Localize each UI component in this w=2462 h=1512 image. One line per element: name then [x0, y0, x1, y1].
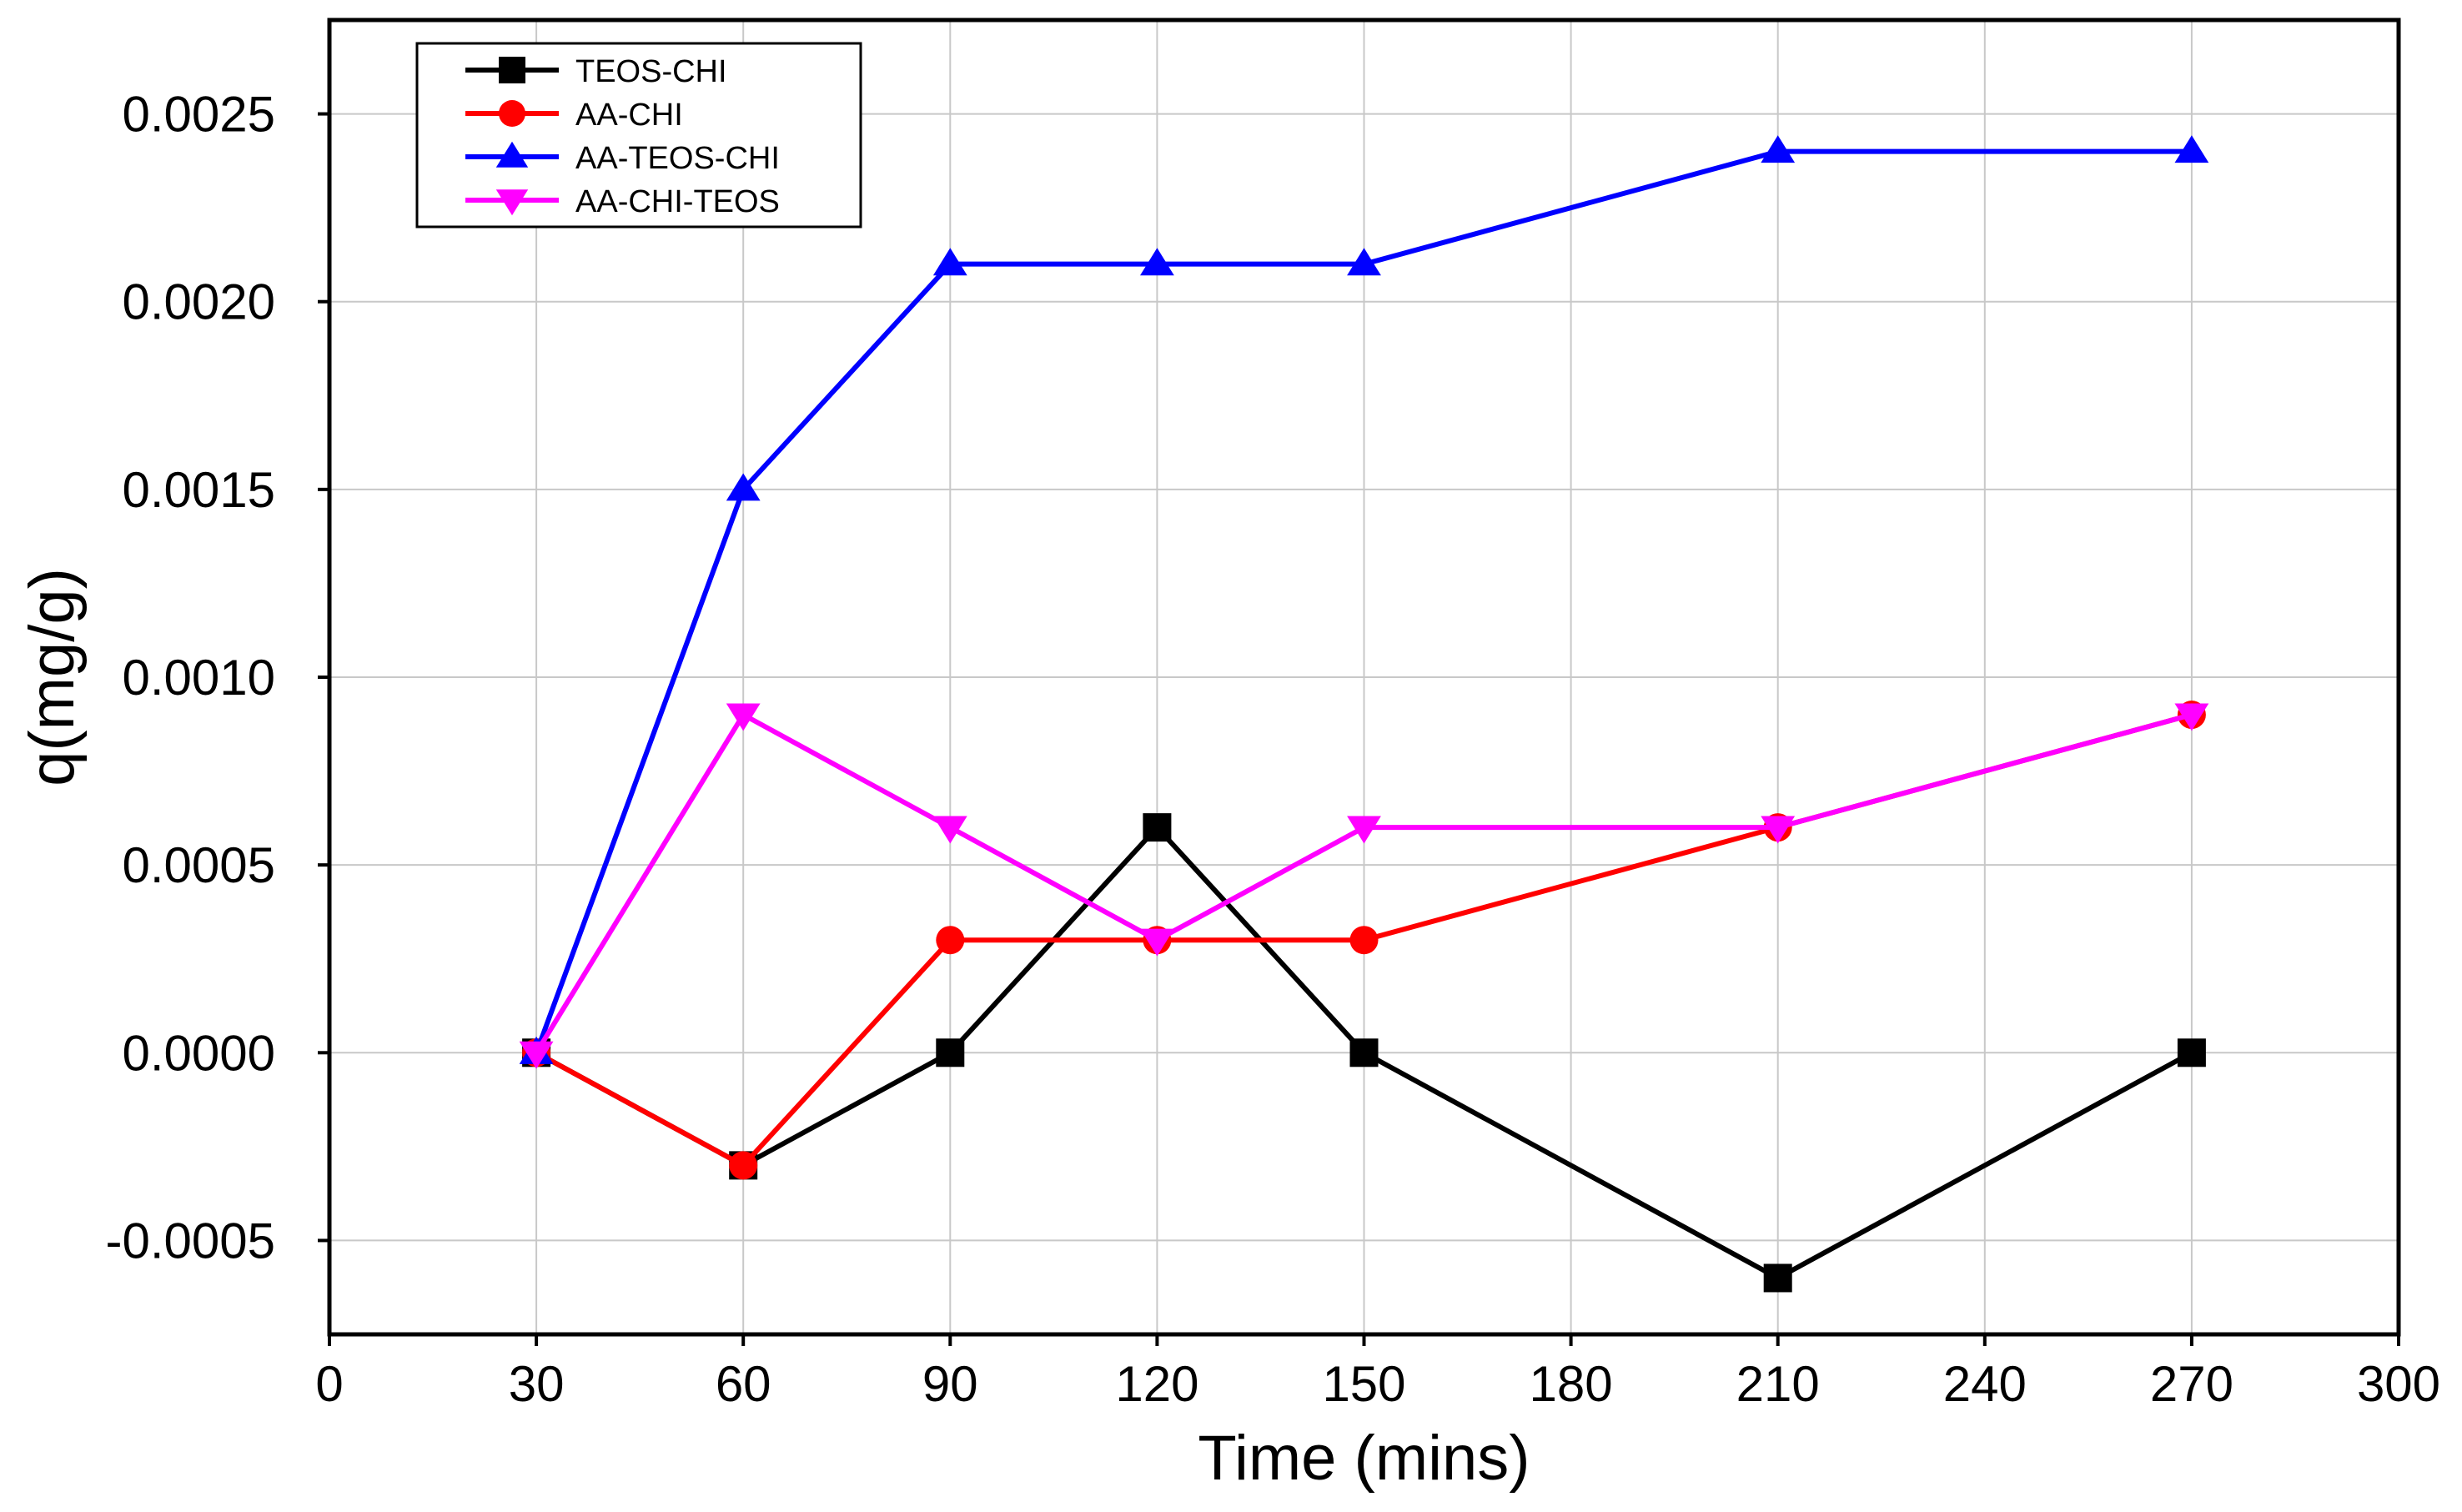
legend-label: TEOS-CHI [575, 54, 727, 89]
data-point-teos-chi [1763, 1263, 1792, 1293]
legend-item-teos-chi: TEOS-CHI [465, 54, 727, 89]
series-group [519, 135, 2209, 1293]
data-point-teos-chi [1143, 813, 1172, 842]
data-point-aa-chi-teos [519, 1041, 554, 1069]
legend-marker [495, 141, 529, 168]
grid [329, 20, 2399, 1334]
legend-item-aa-chi-teos: AA-CHI-TEOS [465, 184, 780, 219]
x-tick-label: 300 [2357, 1356, 2440, 1412]
y-tick-label: 0.0025 [122, 87, 275, 143]
x-tick-label: 120 [1115, 1356, 1198, 1412]
data-point-aa-chi-teos [932, 816, 967, 844]
y-axis-title: q(mg/g) [17, 568, 88, 786]
x-tick-label: 30 [509, 1356, 565, 1412]
legend-marker [495, 189, 529, 216]
legend-box [415, 42, 862, 229]
axes: 0 30 60 90 120 150 180 210 240 270 300 -0.0005 0.000… [106, 87, 2441, 1412]
x-tick-label: 240 [1943, 1356, 2027, 1412]
data-point-aa-chi [1349, 926, 1379, 955]
y-tick-label: 0.0000 [122, 1025, 275, 1081]
data-point-teos-chi [936, 1038, 965, 1067]
data-point-aa-chi-teos [1140, 928, 1174, 957]
x-tick-label: 60 [716, 1356, 771, 1412]
x-tick-label: 180 [1530, 1356, 1613, 1412]
data-point-aa-chi-teos [1347, 816, 1381, 844]
legend-marker [499, 100, 525, 127]
series-aa-teos-chi [519, 135, 2209, 1064]
data-point-aa-teos-chi [1140, 248, 1174, 276]
x-tick-label: 0 [315, 1356, 343, 1412]
data-point-teos-chi [1349, 1038, 1379, 1067]
x-axis-title: Time (mins) [1198, 1423, 1530, 1494]
legend-marker [499, 57, 525, 83]
legend-item-aa-teos-chi: AA-TEOS-CHI [465, 141, 780, 176]
x-tick-label: 270 [2150, 1356, 2233, 1412]
y-tick-label: 0.0015 [122, 462, 275, 518]
data-point-aa-teos-chi [2174, 135, 2209, 163]
y-tick-label: 0.0020 [122, 274, 275, 330]
data-point-aa-chi-teos [726, 703, 761, 731]
legend-item-aa-chi: AA-CHI [465, 98, 683, 133]
data-point-aa-chi [729, 1151, 758, 1180]
data-point-aa-chi [936, 926, 965, 955]
data-point-aa-chi-teos [1761, 816, 1796, 844]
data-point-aa-teos-chi [1347, 248, 1381, 276]
data-point-aa-teos-chi [932, 248, 967, 276]
x-tick-label: 210 [1736, 1356, 1820, 1412]
legend-label: AA-CHI [575, 98, 683, 133]
x-tick-label: 150 [1322, 1356, 1405, 1412]
legend-label: AA-CHI-TEOS [575, 184, 780, 219]
legend-label: AA-TEOS-CHI [575, 141, 780, 176]
series-aa-chi-teos [519, 703, 2209, 1069]
y-tick-label: -0.0005 [106, 1213, 276, 1268]
data-point-aa-teos-chi [1761, 135, 1796, 163]
data-point-aa-chi-teos [2174, 703, 2209, 731]
legend: TEOS-CHI AA-CHI AA-TEOS-CHI AA-CHI-TEOS [415, 42, 862, 229]
data-point-aa-teos-chi [726, 473, 761, 501]
y-tick-label: 0.0010 [122, 650, 275, 706]
x-tick-label: 90 [922, 1356, 978, 1412]
y-tick-label: 0.0005 [122, 837, 275, 893]
data-point-teos-chi [2177, 1038, 2206, 1067]
